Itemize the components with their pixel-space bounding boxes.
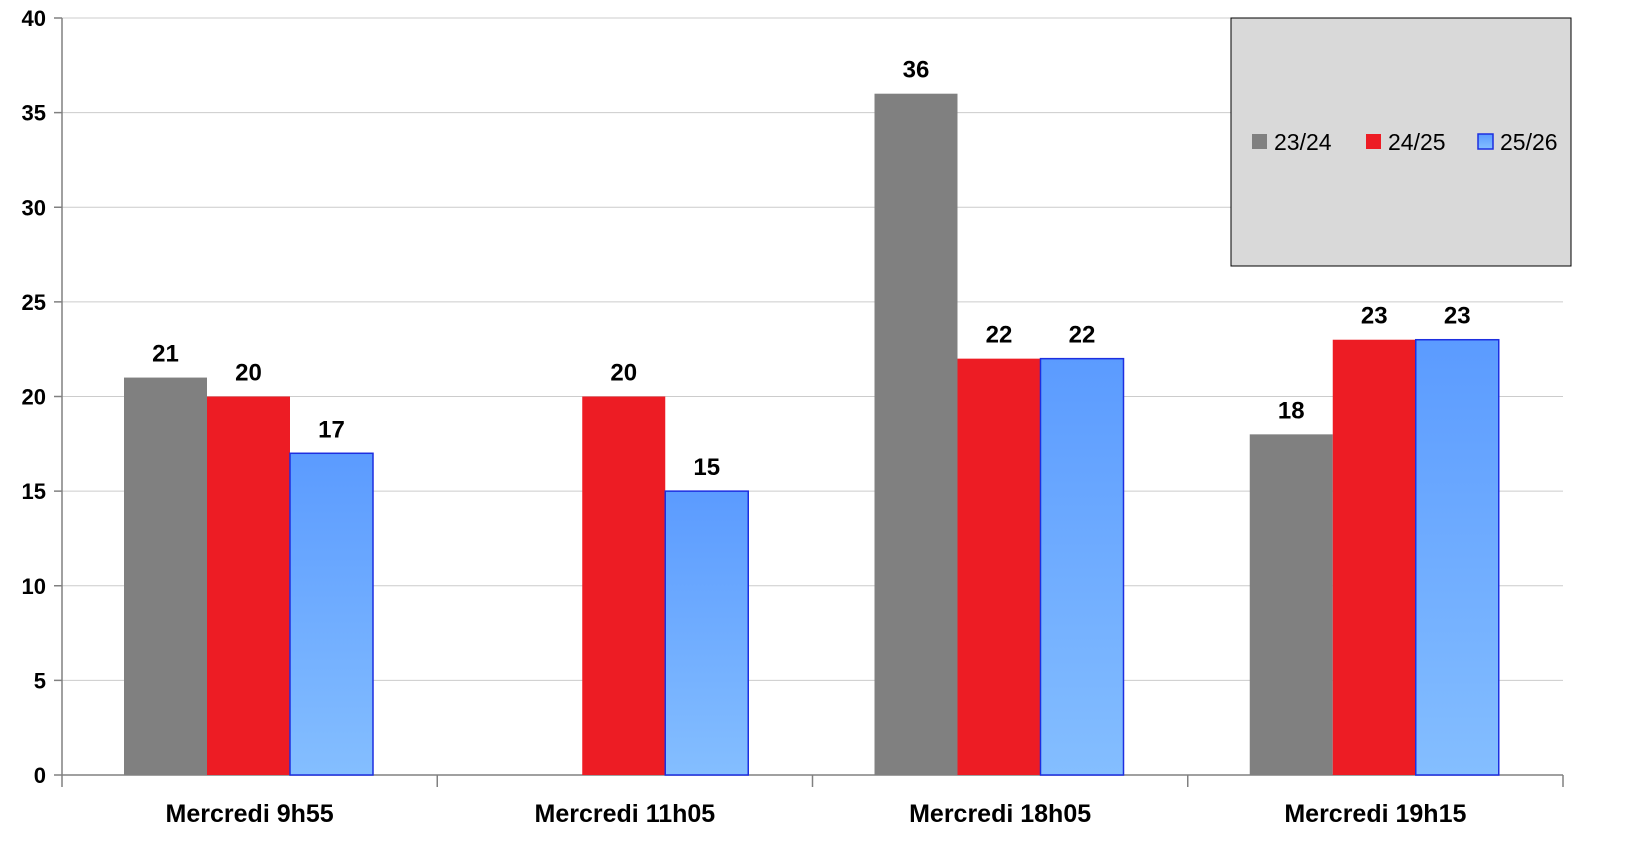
bar-25-26-1 <box>664 490 749 776</box>
bar-25-26-0 <box>289 452 374 776</box>
y-tick-label: 20 <box>22 385 46 410</box>
bars <box>124 93 1500 776</box>
bar-24-25-0 <box>207 396 290 775</box>
legend-label: 23/24 <box>1274 129 1332 155</box>
bar-25-26-2 <box>1039 357 1125 776</box>
x-category-label: Mercredi 11h05 <box>535 800 716 828</box>
axes: 0 5 10 15 20 25 30 35 40 Mercredi 9h55 Mercredi 11… <box>22 6 1564 828</box>
y-tick-label: 5 <box>34 668 46 693</box>
y-tick-label: 35 <box>22 101 46 126</box>
bar-24-25-2 <box>957 358 1041 775</box>
x-category-label: Mercredi 9h55 <box>166 800 334 828</box>
y-tick-label: 10 <box>22 574 46 599</box>
legend-label: 24/25 <box>1388 129 1446 155</box>
data-label: 17 <box>318 416 345 443</box>
legend-label: 25/26 <box>1500 129 1558 155</box>
bar-24-25-1 <box>582 396 666 775</box>
bar-25-26-3 <box>1415 338 1500 776</box>
data-label: 22 <box>1069 322 1096 349</box>
bar-23-24-3 <box>1249 434 1333 775</box>
x-category-label: Mercredi 18h05 <box>909 800 1091 828</box>
legend-swatch <box>1477 133 1494 150</box>
y-tick-label: 0 <box>34 763 46 788</box>
legend-swatch <box>1252 134 1267 149</box>
y-tick-label: 15 <box>22 479 46 504</box>
bar-23-24-2 <box>874 93 958 775</box>
data-label: 22 <box>986 322 1013 349</box>
data-label: 23 <box>1361 303 1388 330</box>
data-label: 18 <box>1278 397 1305 424</box>
legend-box <box>1230 17 1572 267</box>
data-label: 20 <box>235 360 262 387</box>
data-label: 15 <box>693 454 720 481</box>
data-label: 23 <box>1444 303 1471 330</box>
data-label: 21 <box>152 341 179 368</box>
data-label: 36 <box>903 57 930 84</box>
x-category-label: Mercredi 19h15 <box>1284 800 1466 828</box>
bar-24-25-3 <box>1332 339 1416 775</box>
y-tick-label: 30 <box>22 195 46 220</box>
y-tick-label: 25 <box>22 290 46 315</box>
legend-swatch <box>1366 134 1381 149</box>
data-label: 20 <box>610 360 637 387</box>
y-tick-label: 40 <box>22 6 46 31</box>
legend: 23/24 24/25 25/26 <box>1230 17 1572 267</box>
data-labels: 21 20 17 20 15 36 22 22 18 23 23 <box>152 57 1470 481</box>
bar-23-24-0 <box>124 377 207 775</box>
